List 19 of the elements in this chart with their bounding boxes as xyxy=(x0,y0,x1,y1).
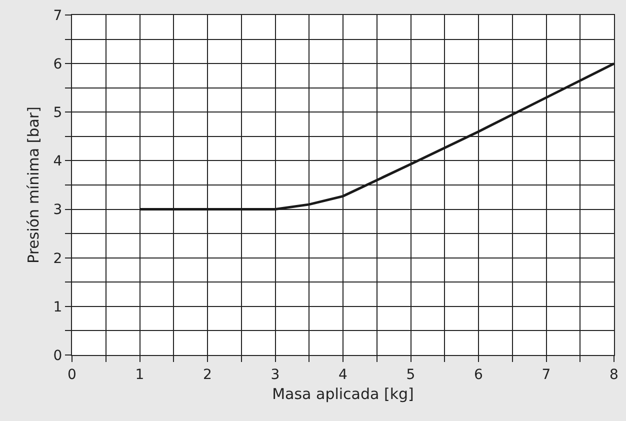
y-axis-title: Presión mínima [bar] xyxy=(24,106,43,264)
y-tick-label: 3 xyxy=(53,202,62,218)
y-tick-label: 4 xyxy=(53,154,62,170)
y-tick-label: 0 xyxy=(53,348,62,364)
x-tick-label: 3 xyxy=(270,366,280,383)
y-tick-label: 5 xyxy=(53,105,62,122)
y-tick-label: 2 xyxy=(53,250,62,267)
x-tick-label: 4 xyxy=(338,366,348,383)
x-tick-label: 8 xyxy=(610,366,618,383)
x-tick-label: 6 xyxy=(474,366,484,383)
y-tick-label: 6 xyxy=(53,56,62,72)
x-tick-label: 2 xyxy=(203,366,212,383)
y-tick-label: 7 xyxy=(53,8,62,24)
x-tick-label: 1 xyxy=(135,366,144,383)
x-tick-label: 0 xyxy=(68,366,76,383)
x-tick-label: 7 xyxy=(542,366,551,383)
x-axis-title: Masa aplicada [kg] xyxy=(272,384,414,403)
y-tick-label: 1 xyxy=(53,299,62,316)
x-tick-label: 5 xyxy=(406,366,416,383)
